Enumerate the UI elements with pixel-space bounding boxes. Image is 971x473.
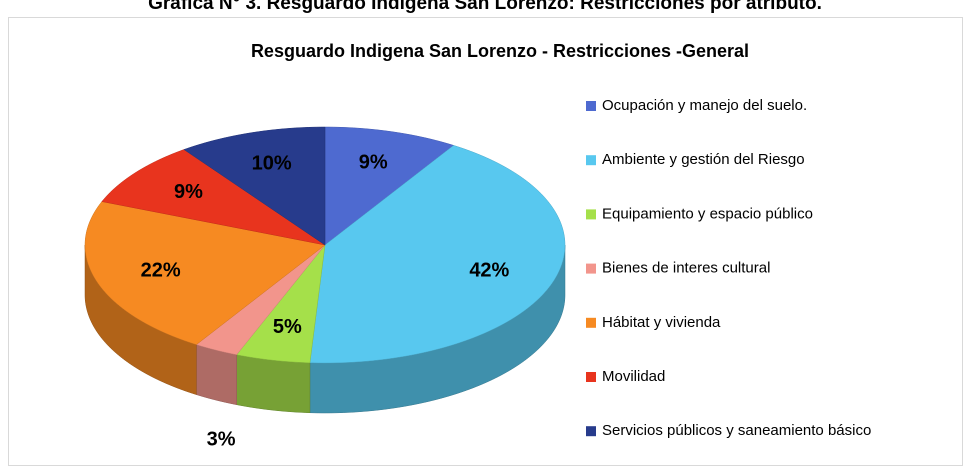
pie-slice: [101, 149, 326, 246]
data-label: 22%: [141, 260, 181, 282]
chart-title: Resguardo Indigena San Lorenzo - Restric…: [251, 41, 749, 61]
legend-swatch: [586, 155, 596, 166]
legend-swatch: [586, 101, 596, 111]
legend-label: Bienes de interes cultural: [602, 260, 770, 277]
pie-slice-side: [236, 354, 311, 414]
legend-label: Ambiente y gestión del Riesgo: [602, 151, 805, 168]
legend-swatch: [586, 209, 596, 220]
legend-label: Ocupación y manejo del suelo.: [602, 97, 807, 114]
caption: Gráfica N° 3. Resguardo Indígena San Lor…: [148, 0, 822, 14]
data-labels: 9% 42% 5% 3% 22% 9% 10%: [141, 152, 510, 451]
pie-slice: [183, 126, 326, 246]
data-label: 3%: [207, 428, 236, 450]
legend-label: Equipamiento y espacio público: [602, 205, 813, 222]
legend-label: Servicios públicos y saneamiento básico: [602, 422, 871, 439]
pie-tops: [84, 126, 566, 364]
data-label: 5%: [273, 316, 302, 338]
data-label: 42%: [469, 260, 509, 282]
legend-swatch: [586, 426, 596, 437]
pie-slice: [324, 126, 455, 246]
legend-label: Movilidad: [602, 368, 665, 385]
legend-swatch: [586, 317, 596, 328]
legend: Ocupación y manejo del suelo. Ambiente y …: [586, 97, 871, 439]
pie-slice: [236, 244, 326, 364]
legend-label: Hábitat y vivienda: [602, 314, 721, 331]
data-label: 10%: [252, 152, 292, 174]
pie-slice: [309, 145, 566, 364]
pie-slice: [195, 244, 326, 355]
data-label: 9%: [359, 152, 388, 174]
pie-slice: [84, 201, 326, 345]
legend-swatch: [586, 372, 596, 382]
data-label: 9%: [174, 181, 203, 203]
legend-swatch: [586, 263, 596, 274]
